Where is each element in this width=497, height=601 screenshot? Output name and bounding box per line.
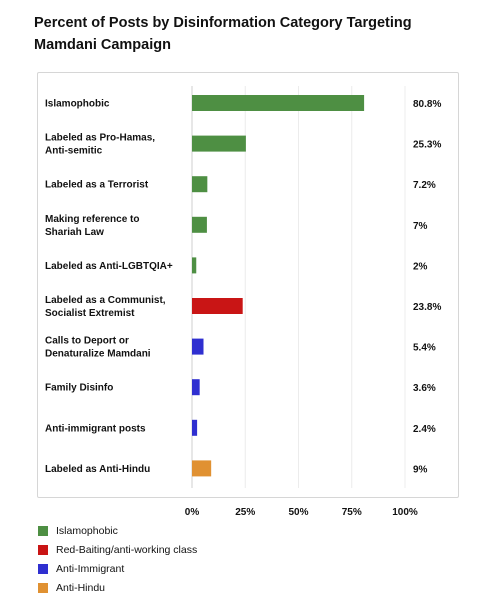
x-tick-label: 100%: [392, 507, 418, 518]
value-label: 25.3%: [413, 140, 441, 151]
legend-item: Islamophobic: [38, 522, 197, 540]
chart-legend: Islamophobic Red-Baiting/anti-working cla…: [38, 522, 197, 598]
value-label: 7%: [413, 221, 428, 232]
category-label: Labeled as Anti-LGBTQIA+: [45, 261, 173, 272]
category-label: Anti-immigrant posts: [45, 423, 146, 434]
category-label: Making reference to Shariah Law: [45, 214, 139, 238]
x-tick-label: 50%: [288, 507, 308, 518]
legend-item: Anti-Immigrant: [38, 560, 197, 578]
value-label: 80.8%: [413, 99, 441, 110]
bar: [192, 298, 243, 314]
value-label: 2.4%: [413, 424, 436, 435]
legend-label: Islamophobic: [56, 525, 118, 537]
category-label: Islamophobic: [45, 99, 110, 110]
bar: [192, 95, 365, 111]
x-tick-label: 25%: [235, 507, 255, 518]
chart-title: Percent of Posts by Disinformation Categ…: [34, 15, 412, 53]
value-label: 7.2%: [413, 180, 436, 191]
legend-label: Red-Baiting/anti-working class: [56, 544, 198, 556]
category-label: Labeled as a Terrorist: [45, 180, 149, 191]
x-tick-label: 75%: [342, 507, 362, 518]
bar: [192, 419, 198, 436]
legend-item: Red-Baiting/anti-working class: [38, 541, 197, 559]
legend-swatch: [38, 526, 48, 536]
legend-swatch: [38, 583, 48, 593]
category-label: Labeled as a Communist, Socialist Extremi…: [45, 295, 166, 319]
bar: [192, 338, 204, 355]
legend-swatch: [38, 564, 48, 574]
legend-swatch: [38, 545, 48, 555]
value-label: 5.4%: [413, 343, 436, 354]
value-label: 3.6%: [413, 383, 436, 394]
bar: [192, 176, 208, 193]
value-label: 23.8%: [413, 302, 441, 313]
value-label: 2%: [413, 261, 428, 272]
x-tick-label: 0%: [185, 507, 200, 518]
category-label: Family Disinfo: [45, 383, 113, 394]
bar: [192, 135, 246, 152]
bar: [192, 460, 212, 477]
chart-frame: [37, 72, 459, 498]
category-label: Labeled as Anti-Hindu: [45, 464, 150, 475]
bar: [192, 257, 197, 274]
legend-item: Anti-Hindu: [38, 579, 197, 597]
legend-label: Anti-Immigrant: [56, 563, 125, 575]
category-label: Calls to Deport or Denaturalize Mamdani: [45, 336, 151, 360]
value-label: 9%: [413, 464, 428, 475]
legend-label: Anti-Hindu: [56, 582, 106, 594]
category-label: Labeled as Pro-Hamas, Anti-semitic: [45, 133, 155, 157]
bar: [192, 216, 207, 233]
bar: [192, 379, 200, 396]
